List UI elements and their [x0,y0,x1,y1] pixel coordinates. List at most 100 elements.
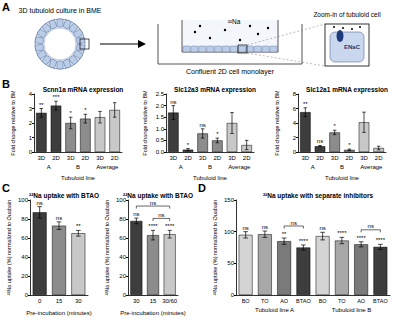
svg-text:2.0: 2.0 [156,103,165,109]
svg-text:ns: ns [317,138,323,144]
svg-text:0.0: 0.0 [156,149,165,155]
svg-text:****: **** [148,223,158,229]
svg-text:²²Na uptake with BTAO: ²²Na uptake with BTAO [123,192,193,200]
svg-text:****: **** [165,223,175,229]
svg-text:ns: ns [36,200,42,206]
svg-text:*: * [348,142,351,148]
svg-text:2D: 2D [52,155,60,161]
svg-text:0: 0 [25,292,29,298]
svg-text:2D: 2D [111,155,119,161]
svg-text:150: 150 [224,197,235,203]
svg-text:ns: ns [150,200,156,206]
svg-text:TO: TO [261,298,269,304]
svg-text:30: 30 [133,298,140,304]
svg-text:B: B [208,164,212,170]
svg-text:Tubuloid line A: Tubuloid line A [255,307,294,313]
svg-text:0.5: 0.5 [156,137,165,143]
svg-text:Pre-incubation (minutes): Pre-incubation (minutes) [120,310,185,316]
svg-text:40: 40 [119,254,126,260]
svg-text:Tubuloid line: Tubuloid line [61,175,95,181]
svg-text:²²Na uptake with separate inhi: ²²Na uptake with separate inhibitors [263,192,374,200]
svg-text:Fold change relative to BM: Fold change relative to BM [142,90,148,156]
svg-text:**: ** [303,101,308,107]
svg-text:Tubuloid line: Tubuloid line [193,175,227,181]
svg-text:2: 2 [293,135,297,141]
svg-text:***: *** [52,94,60,100]
svg-text:2D: 2D [316,155,324,161]
svg-text:15: 15 [56,298,63,304]
svg-text:*: * [84,107,87,113]
svg-text:20: 20 [21,273,28,279]
svg-text:Average: Average [96,164,119,170]
svg-text:TO: TO [338,298,346,304]
svg-text:30/60: 30/60 [162,298,178,304]
svg-text:ENaC: ENaC [344,44,361,50]
svg-text:ns: ns [56,215,62,221]
svg-text:BTAO: BTAO [373,298,388,304]
svg-text:**: ** [39,102,44,108]
svg-text:ns: ns [199,122,205,128]
svg-text:Tubuloid line B: Tubuloid line B [332,307,371,313]
svg-text:Average: Average [360,164,383,170]
svg-text:AO: AO [357,298,366,304]
svg-text:4: 4 [293,120,297,126]
svg-text:100: 100 [18,197,29,203]
svg-text:2: 2 [29,120,33,126]
svg-text:C: C [2,182,10,194]
svg-text:²²Na uptake (%) normalized to: ²²Na uptake (%) normalized to Ouabain [212,200,218,296]
svg-text:100: 100 [224,229,235,235]
svg-text:1.0: 1.0 [156,126,165,132]
svg-text:Fold change relative to BM: Fold change relative to BM [274,90,280,156]
svg-text:BO: BO [319,298,328,304]
svg-text:0: 0 [38,298,42,304]
svg-text:1.5: 1.5 [156,114,165,120]
svg-text:ns: ns [133,211,139,217]
svg-text:60: 60 [119,235,126,241]
svg-text:A: A [311,164,315,170]
svg-text:ns: ns [368,223,374,229]
svg-text:3D: 3D [360,155,368,161]
svg-text:B: B [340,164,344,170]
svg-text:3D: 3D [67,155,75,161]
svg-text:2D: 2D [345,155,353,161]
svg-text:4: 4 [29,91,33,97]
svg-text:3D: 3D [301,155,309,161]
svg-text:ns: ns [170,99,176,105]
svg-text:8: 8 [293,91,297,97]
svg-text:**: ** [282,231,287,237]
svg-text:ns: ns [291,220,297,226]
svg-text:*: * [187,142,190,148]
svg-text:B: B [76,164,80,170]
svg-text:40: 40 [21,254,28,260]
svg-text:0: 0 [29,149,33,155]
svg-text:60: 60 [21,235,28,241]
svg-text:3D tubuloid culture in BME: 3D tubuloid culture in BME [19,7,102,14]
svg-text:BTAO: BTAO [296,298,311,304]
svg-text:****: **** [356,235,366,241]
svg-text:15: 15 [150,298,157,304]
svg-text:Zoom-in of tubuloid cell: Zoom-in of tubuloid cell [313,11,381,18]
svg-text:3D: 3D [331,155,339,161]
svg-text:2D: 2D [243,155,251,161]
svg-text:*: * [333,123,336,129]
svg-text:3D: 3D [199,155,207,161]
svg-text:A: A [179,164,183,170]
svg-text:*: * [216,131,219,137]
svg-text:****: **** [299,238,309,244]
svg-text:3D: 3D [96,155,104,161]
svg-text:2D: 2D [184,155,192,161]
svg-text:**: ** [76,223,81,229]
svg-text:D: D [198,182,206,194]
svg-text:6: 6 [293,106,297,112]
svg-text:Fold change relative to BM: Fold change relative to BM [10,90,16,156]
svg-text:0: 0 [293,149,297,155]
svg-text:50: 50 [227,260,234,266]
svg-text:BO: BO [242,298,251,304]
svg-text:²²Na uptake with BTAO: ²²Na uptake with BTAO [29,192,99,200]
svg-text:Scnn1a mRNA expression: Scnn1a mRNA expression [43,86,124,94]
svg-text:²²Na uptake (%) normalized to: ²²Na uptake (%) normalized to Ouabain [6,200,12,296]
svg-text:A: A [47,164,51,170]
svg-text:0: 0 [123,292,127,298]
svg-text:3: 3 [29,106,33,112]
svg-text:ns: ns [319,225,325,231]
